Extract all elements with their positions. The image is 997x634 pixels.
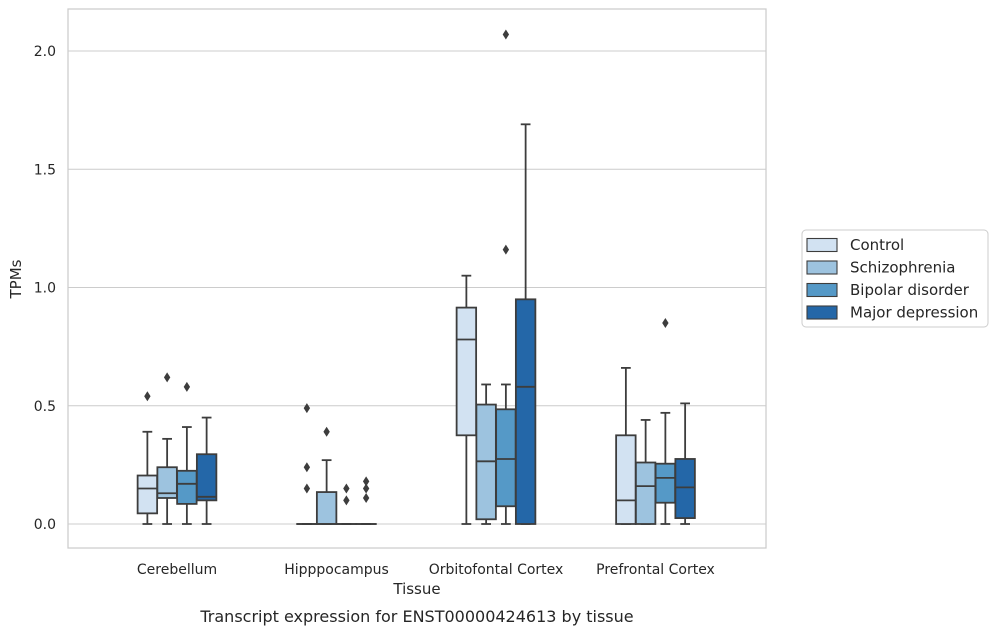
y-tick-label: 0.0 [34,517,56,533]
outlier-point [303,462,311,473]
y-tick-labels: 0.0 0.5 1.0 1.5 2.0 [34,44,56,533]
box-plot [156,372,178,525]
y-tick-label: 1.0 [34,281,56,297]
box-plot [195,416,218,525]
outlier-point [662,317,669,328]
y-tick-label: 2.0 [34,44,56,60]
box-plot [674,402,696,525]
outlier-point [303,403,311,414]
box-plot [514,123,537,525]
outlier-point [343,495,350,506]
plot-frame [67,8,767,549]
x-tick-label: Cerebellum [137,562,217,578]
legend: Control Schizophrenia Bipolar disorder Majo… [801,229,989,328]
legend-label: Schizophrenia [850,259,955,277]
outlier-point [343,483,350,494]
outlier-point [362,483,370,494]
legend-swatch [806,282,838,298]
chart-caption: Transcript expression for ENST0000042461… [199,607,633,626]
legend-label: Bipolar disorder [850,281,970,299]
box [654,462,677,504]
outlier-point [362,476,370,487]
outlier-point [163,372,171,383]
outlier-point [183,381,191,392]
box [674,458,696,519]
legend-swatch [806,237,838,253]
outlier-point [502,29,510,40]
box-plot [136,391,159,525]
x-tick-label: Hipppocampus [284,562,389,578]
y-tick-label: 0.5 [34,399,56,415]
box [195,453,218,502]
x-tick-labels: Cerebellum Hipppocampus Orbitofontal Corte… [137,562,715,578]
box-plot [455,274,478,525]
y-tick-label: 1.5 [34,162,56,178]
box [136,474,159,515]
legend-swatch [806,305,838,320]
box-plot [475,383,497,525]
x-axis-title: Tissue [392,580,440,598]
box [455,306,478,437]
outlier-point [144,391,151,402]
legend-swatch [806,260,838,275]
box [315,491,338,525]
box-plot [355,476,377,525]
legend-frame [801,229,989,328]
box-plots [136,29,696,525]
y-axis-title: TPMs [7,259,25,299]
box [634,461,657,525]
plot-background [68,9,766,548]
outlier-point [323,426,330,437]
box [495,408,517,508]
x-tick-label: Orbitofontal Cortex [429,562,564,578]
box-plot [654,317,677,525]
legend-label: Major depression [850,304,978,322]
x-tick-label: Prefrontal Cortex [596,562,715,578]
outlier-point [502,244,510,255]
box [176,469,198,505]
outlier-point [303,483,311,494]
outlier-point [362,492,370,503]
legend-label: Control [850,236,904,254]
box-plot [296,403,318,525]
box [514,298,537,525]
box [615,434,637,525]
box-plot [315,426,338,525]
